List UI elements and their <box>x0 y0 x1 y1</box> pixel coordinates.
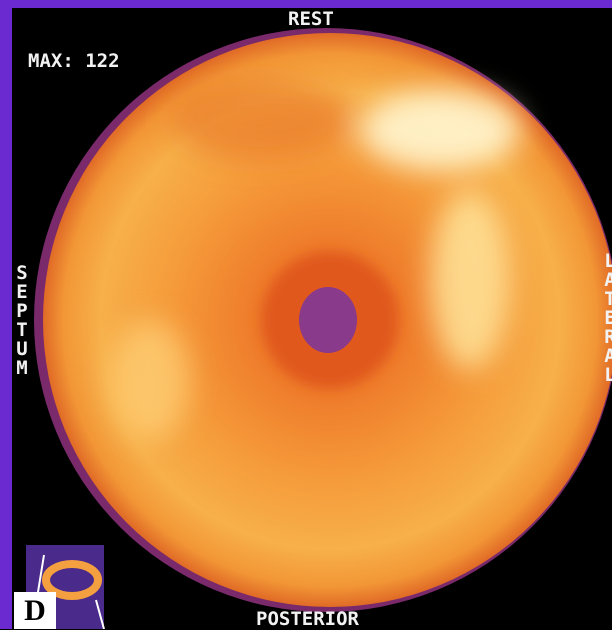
panel-label: D <box>14 592 56 629</box>
max-label: MAX: 122 <box>28 52 120 71</box>
top-label: REST <box>288 10 334 29</box>
top-border <box>0 0 612 8</box>
page: REST MAX: 122 SEPTUM LATERAL POSTERIOR D… <box>0 0 612 629</box>
apex <box>299 287 357 353</box>
bright-patch <box>430 190 510 370</box>
bright-patch <box>110 320 190 440</box>
lateral-label: LATERAL <box>600 250 612 383</box>
bright-patch <box>360 90 520 170</box>
dim-patch <box>170 80 350 160</box>
polar-map-view <box>0 0 612 629</box>
bottom-label: POSTERIOR <box>256 610 359 629</box>
septum-label: SEPTUM <box>12 262 31 376</box>
